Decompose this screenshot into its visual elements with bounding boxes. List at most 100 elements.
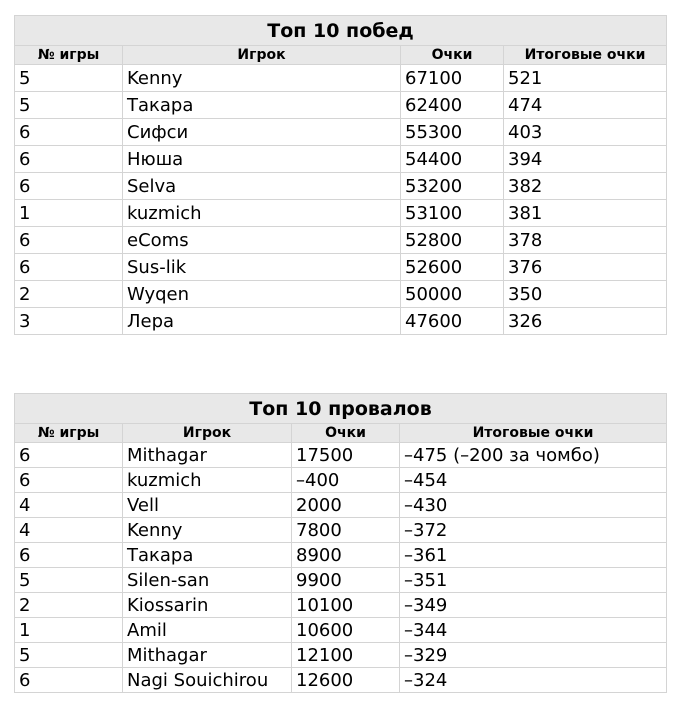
score-cell: 12600 xyxy=(291,667,400,693)
score-cell: 17500 xyxy=(291,442,400,468)
player-cell: Nagi Souichirou xyxy=(122,667,292,693)
final-score-cell: 378 xyxy=(503,226,667,254)
final-score-cell: 350 xyxy=(503,280,667,308)
game-number-cell: 6 xyxy=(14,118,123,146)
score-cell: 47600 xyxy=(400,307,504,335)
player-cell: Selva xyxy=(122,172,401,200)
player-header: Игрок xyxy=(122,45,401,65)
fails-header-row: № игры Игрок Очки Итоговые очки xyxy=(14,423,667,443)
table-row: 1 Amil 10600 –344 xyxy=(14,617,667,643)
final-score-cell: –454 xyxy=(399,467,667,493)
final-score-cell: –351 xyxy=(399,567,667,593)
game-number-cell: 2 xyxy=(14,280,123,308)
score-cell: 53200 xyxy=(400,172,504,200)
table-row: 3 Лера 47600 326 xyxy=(14,307,667,335)
game-number-cell: 5 xyxy=(14,64,123,92)
table-row: 5 Silen-san 9900 –351 xyxy=(14,567,667,593)
player-cell: Kenny xyxy=(122,64,401,92)
table-row: 6 Нюша 54400 394 xyxy=(14,145,667,173)
top-fails-table: Топ 10 провалов № игры Игрок Очки Итоговые о… xyxy=(14,393,667,693)
final-score-cell: –324 xyxy=(399,667,667,693)
game-number-cell: 6 xyxy=(14,145,123,173)
game-number-cell: 6 xyxy=(14,667,123,693)
score-cell: 67100 xyxy=(400,64,504,92)
player-cell: Такара xyxy=(122,91,401,119)
player-cell: Kiossarin xyxy=(122,592,292,618)
game-number-cell: 6 xyxy=(14,172,123,200)
score-cell: 12100 xyxy=(291,642,400,668)
player-cell: Mithagar xyxy=(122,442,292,468)
score-cell: 8900 xyxy=(291,542,400,568)
game-number-cell: 5 xyxy=(14,642,123,668)
table-row: 2 Kiossarin 10100 –349 xyxy=(14,592,667,618)
player-header: Игрок xyxy=(122,423,292,443)
final-score-cell: 382 xyxy=(503,172,667,200)
player-cell: Нюша xyxy=(122,145,401,173)
player-cell: Такара xyxy=(122,542,292,568)
game-number-cell: 5 xyxy=(14,567,123,593)
player-cell: Mithagar xyxy=(122,642,292,668)
table-row: 6 Selva 53200 382 xyxy=(14,172,667,200)
table-row: 1 kuzmich 53100 381 xyxy=(14,199,667,227)
player-cell: kuzmich xyxy=(122,199,401,227)
fails-table-title: Топ 10 провалов xyxy=(14,393,667,424)
game-number-cell: 1 xyxy=(14,617,123,643)
final-score-header: Итоговые очки xyxy=(399,423,667,443)
player-cell: Сифси xyxy=(122,118,401,146)
table-row: 6 eComs 52800 378 xyxy=(14,226,667,254)
game-number-cell: 6 xyxy=(14,226,123,254)
score-cell: 10600 xyxy=(291,617,400,643)
top-wins-table: Топ 10 побед № игры Игрок Очки Итоговые очки… xyxy=(14,15,667,335)
score-cell: 55300 xyxy=(400,118,504,146)
player-cell: Amil xyxy=(122,617,292,643)
final-score-cell: 521 xyxy=(503,64,667,92)
final-score-cell: 474 xyxy=(503,91,667,119)
player-cell: Silen-san xyxy=(122,567,292,593)
game-number-cell: 2 xyxy=(14,592,123,618)
game-number-header: № игры xyxy=(14,423,123,443)
game-number-cell: 1 xyxy=(14,199,123,227)
wins-title-row: Топ 10 побед xyxy=(14,15,667,46)
final-score-cell: –475 (–200 за чомбо) xyxy=(399,442,667,468)
player-cell: Sus-lik xyxy=(122,253,401,281)
table-row: 6 Такара 8900 –361 xyxy=(14,542,667,568)
final-score-cell: 376 xyxy=(503,253,667,281)
table-row: 4 Vell 2000 –430 xyxy=(14,492,667,518)
final-score-cell: –372 xyxy=(399,517,667,543)
game-number-header: № игры xyxy=(14,45,123,65)
game-number-cell: 6 xyxy=(14,542,123,568)
score-cell: –400 xyxy=(291,467,400,493)
final-score-cell: 326 xyxy=(503,307,667,335)
player-cell: Kenny xyxy=(122,517,292,543)
player-cell: eComs xyxy=(122,226,401,254)
score-cell: 9900 xyxy=(291,567,400,593)
table-row: 2 Wyqen 50000 350 xyxy=(14,280,667,308)
game-number-cell: 6 xyxy=(14,442,123,468)
player-cell: Vell xyxy=(122,492,292,518)
final-score-cell: 403 xyxy=(503,118,667,146)
game-number-cell: 4 xyxy=(14,517,123,543)
fails-title-row: Топ 10 провалов xyxy=(14,393,667,424)
score-cell: 7800 xyxy=(291,517,400,543)
table-row: 6 Mithagar 17500 –475 (–200 за чомбо) xyxy=(14,442,667,468)
final-score-cell: 381 xyxy=(503,199,667,227)
table-row: 5 Такара 62400 474 xyxy=(14,91,667,119)
player-cell: kuzmich xyxy=(122,467,292,493)
game-number-cell: 4 xyxy=(14,492,123,518)
score-cell: 62400 xyxy=(400,91,504,119)
score-header: Очки xyxy=(291,423,400,443)
player-cell: Wyqen xyxy=(122,280,401,308)
game-number-cell: 3 xyxy=(14,307,123,335)
game-number-cell: 6 xyxy=(14,467,123,493)
score-cell: 54400 xyxy=(400,145,504,173)
score-header: Очки xyxy=(400,45,504,65)
table-row: 6 Nagi Souichirou 12600 –324 xyxy=(14,667,667,693)
final-score-cell: –344 xyxy=(399,617,667,643)
game-number-cell: 5 xyxy=(14,91,123,119)
wins-table-title: Топ 10 побед xyxy=(14,15,667,46)
table-row: 6 kuzmich –400 –454 xyxy=(14,467,667,493)
final-score-cell: –349 xyxy=(399,592,667,618)
score-cell: 52600 xyxy=(400,253,504,281)
final-score-cell: 394 xyxy=(503,145,667,173)
score-cell: 52800 xyxy=(400,226,504,254)
